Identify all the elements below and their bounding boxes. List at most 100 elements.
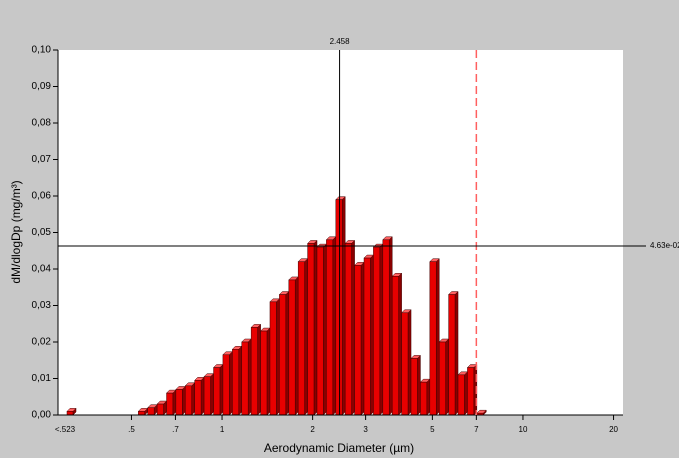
- bar-part: [316, 246, 324, 416]
- bar: [203, 373, 215, 416]
- bar-part: [429, 261, 437, 416]
- cursor-y-label: 4.63e-02: [650, 241, 679, 250]
- bar: [429, 258, 440, 416]
- bar: [222, 351, 233, 416]
- bar-part: [388, 236, 393, 416]
- y-tick-label: 0,05: [32, 227, 52, 238]
- bar: [165, 389, 177, 416]
- bar-part: [344, 243, 352, 416]
- x-tick-label: .7: [172, 425, 179, 434]
- bar-part: [435, 258, 440, 416]
- bar-part: [257, 323, 261, 416]
- bar-part: [191, 382, 195, 416]
- bar-part: [401, 312, 409, 416]
- bar-part: [426, 378, 431, 416]
- bar-part: [363, 257, 371, 416]
- bar: [476, 409, 487, 416]
- bar: [278, 290, 290, 416]
- x-tick-label: .5: [128, 425, 135, 434]
- bar-part: [410, 358, 418, 416]
- bar-part: [210, 373, 214, 416]
- bar-part: [279, 294, 287, 416]
- bar: [410, 354, 422, 416]
- bar: [382, 236, 393, 416]
- bar-part: [398, 272, 402, 416]
- bar-part: [341, 196, 346, 416]
- y-tick-label: 0,07: [32, 154, 52, 165]
- bar: [241, 338, 252, 416]
- bar-part: [203, 376, 211, 416]
- bar-part: [467, 367, 475, 416]
- underflow-bar-part: [66, 411, 74, 416]
- bar: [448, 290, 459, 416]
- x-tick-label: 1: [220, 425, 225, 434]
- bar: [297, 258, 309, 416]
- bar: [194, 376, 205, 416]
- bar-part: [420, 381, 428, 416]
- bar-part: [304, 258, 308, 416]
- bar-part: [373, 246, 381, 416]
- bar-part: [382, 239, 390, 416]
- bar-part: [238, 345, 243, 416]
- y-axis-title: dM/dlogDp (mg/m³): [9, 180, 23, 283]
- bar: [147, 404, 158, 416]
- bar: [335, 196, 346, 416]
- x-axis-title: Aerodynamic Diameter (µm): [264, 441, 414, 455]
- underflow-label: <.523: [55, 425, 76, 434]
- bar-part: [269, 301, 277, 416]
- bar-part: [276, 298, 280, 416]
- bar-part: [445, 338, 449, 416]
- bar-part: [457, 374, 465, 416]
- bar: [260, 327, 271, 416]
- bar-part: [229, 351, 233, 416]
- bar-part: [156, 403, 164, 416]
- y-tick-label: 0,04: [32, 264, 52, 275]
- bar-part: [448, 294, 456, 416]
- x-tick-label: 20: [609, 425, 618, 434]
- bar: [212, 363, 224, 416]
- bar: [466, 363, 478, 416]
- bar-part: [213, 367, 221, 416]
- cursor-x-label: 2.458: [330, 37, 351, 46]
- bar-part: [307, 243, 315, 416]
- bar-part: [294, 276, 299, 416]
- bar: [353, 261, 365, 416]
- bar-part: [222, 354, 230, 416]
- bar: [401, 309, 412, 416]
- x-tick-label: 7: [474, 425, 479, 434]
- bar-part: [285, 290, 290, 416]
- bar: [269, 298, 280, 416]
- bar-part: [407, 309, 412, 416]
- bar-part: [335, 199, 343, 416]
- bar-part: [313, 239, 318, 416]
- bar-part: [332, 236, 337, 416]
- x-tick-label: 3: [363, 425, 368, 434]
- bar: [457, 371, 469, 416]
- bar: [231, 345, 243, 416]
- bar: [184, 382, 196, 416]
- x-tick-label: 10: [519, 425, 528, 434]
- bar-part: [391, 276, 399, 416]
- bar-part: [354, 265, 362, 416]
- bar: [325, 236, 337, 416]
- bar-part: [266, 327, 271, 416]
- bar: [316, 243, 327, 416]
- y-tick-label: 0,10: [32, 45, 52, 56]
- bar-part: [379, 243, 384, 416]
- bar-part: [260, 330, 268, 416]
- bar-part: [323, 243, 327, 416]
- bar-part: [185, 385, 192, 416]
- bar-part: [417, 354, 421, 416]
- bar-part: [247, 338, 252, 416]
- bar-part: [454, 290, 459, 416]
- bar: [419, 378, 431, 416]
- bar-part: [370, 254, 374, 416]
- bar: [344, 239, 356, 416]
- bar-part: [147, 407, 155, 416]
- bar-part: [464, 371, 468, 416]
- bar-part: [166, 392, 174, 416]
- underflow-bar: [66, 407, 77, 416]
- y-tick-label: 0,01: [32, 373, 52, 384]
- bar: [175, 385, 186, 416]
